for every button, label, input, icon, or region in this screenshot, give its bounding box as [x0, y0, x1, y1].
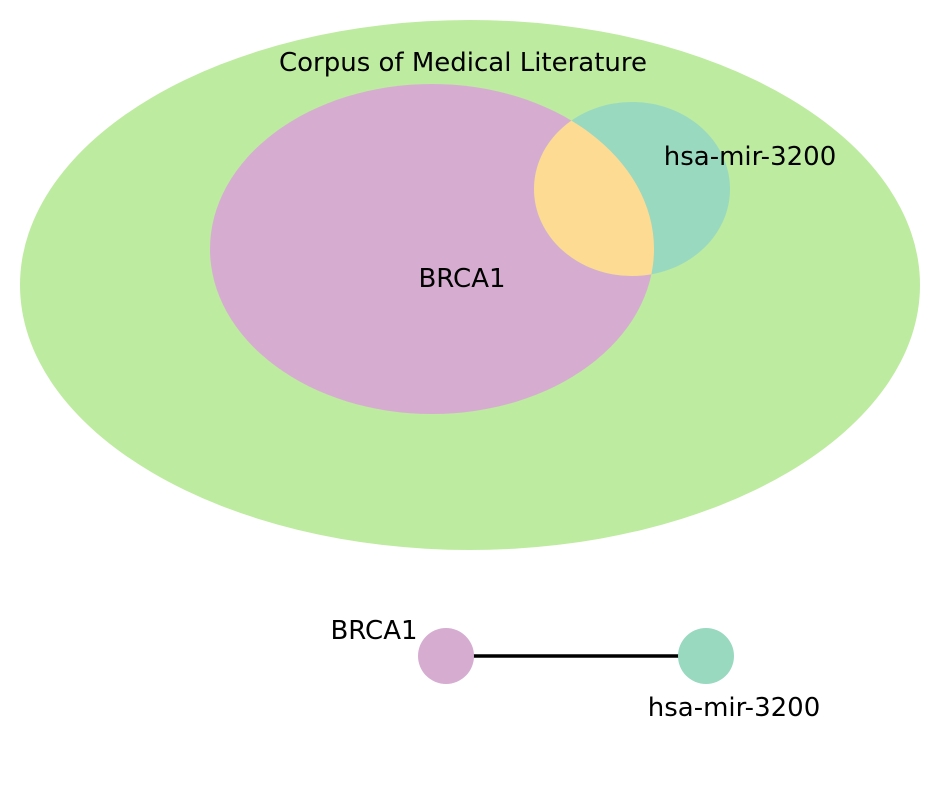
mir-node	[678, 628, 734, 684]
brca1-node-label: BRCA1	[330, 616, 417, 646]
corpus-label: Corpus of Medical Literature	[279, 48, 647, 78]
network-diagram: BRCA1 hsa-mir-3200	[330, 616, 820, 723]
mir-node-label: hsa-mir-3200	[648, 693, 820, 723]
brca1-node	[418, 628, 474, 684]
venn-diagram: Corpus of Medical Literature BRCA1 hsa-m…	[20, 20, 920, 550]
mir-set-label: hsa-mir-3200	[664, 142, 836, 172]
brca1-set-label: BRCA1	[418, 264, 505, 294]
overlap-region	[534, 102, 654, 276]
